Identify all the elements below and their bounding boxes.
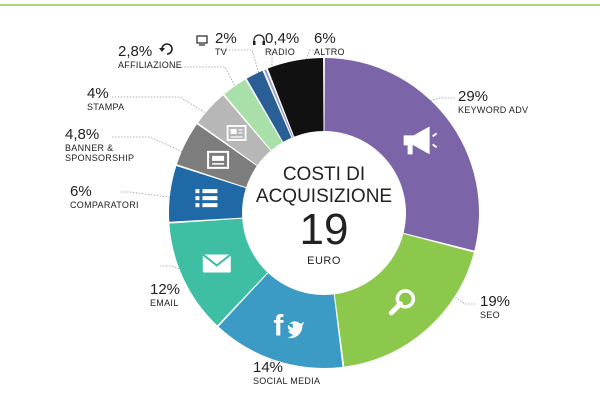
label-tv: 2%TV [215,30,237,57]
slice-keyword-adv [324,58,479,251]
category-label-keyword-adv: KEYWORD ADV [458,105,528,115]
headphones-small-icon [253,34,265,45]
category-label-stampa: STAMPA [87,102,124,112]
pct-label-comparatori: 6% [70,183,92,200]
slice-seo [334,233,474,367]
facebook-twitter-icon: f [273,310,305,343]
leader-line-altro [299,49,316,74]
label-altro: 6%ALTRO [314,30,345,57]
label-radio: 0,4%RADIO [265,30,299,57]
label-seo: 19%SEO [480,293,510,320]
category-label-radio: RADIO [265,47,295,57]
slice-affiliazione [224,79,283,151]
refresh-icon [159,43,173,55]
center-title-line2: ACQUISIZIONE [256,186,392,207]
label-stampa: 4%STAMPA [87,85,124,112]
slice-banner-sponsorship [176,124,257,188]
label-keyword-adv: 29%KEYWORD ADV [458,88,528,115]
pct-label-tv: 2% [215,30,237,47]
category-label-social-media: SOCIAL MEDIA [253,376,320,386]
pct-label-radio: 0,4% [265,30,299,47]
pct-label-affiliazione: 2,8% [118,43,152,60]
center-value: 19 [300,205,349,254]
pct-label-seo: 19% [480,293,510,310]
center-title-line1: COSTI DI [283,164,365,185]
label-comparatori: 6%COMPARATORI [70,183,139,210]
slice-icons: f [195,125,438,343]
tv-small-icon [196,35,208,46]
leader-line-comparatori [120,191,177,199]
slice-radio [264,69,294,138]
category-label-altro: ALTRO [314,47,345,57]
category-label-banner-sponsorship-1: BANNER & [65,143,113,153]
slice-tv [246,70,292,142]
label-affiliazione: 2,8%AFFILIAZIONE [118,43,182,70]
category-label-email: EMAIL [150,298,179,308]
svg-text:f: f [273,310,284,343]
newspaper-icon [226,125,247,141]
category-label-tv: TV [215,47,227,57]
center-unit: EURO [307,255,341,267]
category-label-comparatori: COMPARATORI [70,200,139,210]
label-banner-sponsorship: 4,8%BANNER &SPONSORSHIP [65,126,134,163]
category-label-seo: SEO [480,310,500,320]
category-label-banner-sponsorship-2: SPONSORSHIP [65,153,134,163]
leader-line-social-media [267,353,276,369]
center-label: COSTI DI ACQUISIZIONE 19 EURO [256,164,392,267]
pct-label-email: 12% [150,281,180,298]
megaphone-icon [403,126,438,155]
pct-label-social-media: 14% [253,359,283,376]
slice-social-media [218,273,343,368]
leader-line-banner-sponsorship [112,136,197,159]
slice-labels: 29%KEYWORD ADV 19%SEO 14%SOCIAL MEDIA 12%EM… [65,30,528,386]
slice-altro [267,58,324,137]
pct-label-banner-sponsorship: 4,8% [65,126,99,143]
list-icon [195,189,218,208]
slice-comparatori [169,165,246,222]
label-email: 12%EMAIL [150,281,180,308]
pct-label-stampa: 4% [87,85,109,102]
pct-label-keyword-adv: 29% [458,88,488,105]
label-social-media: 14%SOCIAL MEDIA [253,359,320,386]
banner-icon [207,150,230,169]
envelope-icon [202,253,232,273]
magnifier-icon [388,289,416,316]
category-label-affiliazione: AFFILIAZIONE [118,60,182,70]
leader-line-affiliazione [120,66,241,97]
pct-label-altro: 6% [314,30,336,47]
